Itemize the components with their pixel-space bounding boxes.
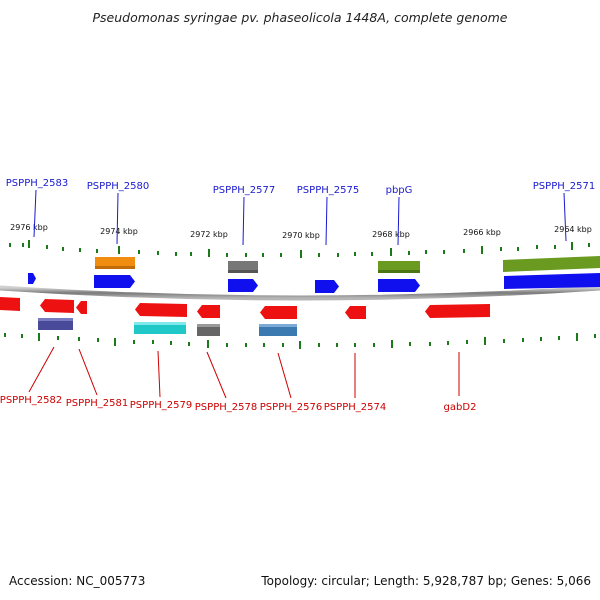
gene-arrow-forward — [28, 273, 36, 284]
top-gene-labels: PSPPH_2583 PSPPH_2580 PSPPH_2577 PSPPH_2… — [6, 178, 595, 246]
leader-line — [325, 196, 328, 246]
leader-line — [78, 348, 98, 396]
kbp-label-2968: 2968 kbp — [372, 230, 410, 239]
leader-line — [206, 351, 227, 399]
gene-arrow-reverse — [135, 303, 187, 317]
gene-label-pspph-2576[interactable]: PSPPH_2576 — [260, 402, 322, 413]
leader-line — [28, 346, 55, 393]
top-tick-row — [9, 240, 590, 258]
forward-strand-genes — [28, 273, 600, 293]
gene-arrow-reverse — [425, 304, 490, 318]
gene-label-pspph-2577[interactable]: PSPPH_2577 — [213, 185, 275, 196]
gene-arrow-forward — [228, 279, 258, 292]
kbp-label-2974: 2974 kbp — [100, 227, 138, 236]
leader-line — [563, 192, 567, 242]
gene-label-pspph-2580[interactable]: PSPPH_2580 — [87, 181, 149, 192]
gene-label-pspph-2581[interactable]: PSPPH_2581 — [66, 398, 128, 409]
leader-line — [397, 196, 400, 246]
reverse-category-boxes — [38, 318, 297, 336]
kbp-label-2970: 2970 kbp — [282, 231, 320, 240]
gene-label-pspph-2571[interactable]: PSPPH_2571 — [533, 181, 595, 192]
gene-label-pspph-2574[interactable]: PSPPH_2574 — [324, 402, 386, 413]
gene-label-gabd2[interactable]: gabD2 — [444, 402, 477, 413]
gene-arrow-reverse — [0, 297, 20, 311]
kbp-label-2976: 2976 kbp — [10, 223, 48, 232]
accession-text: Accession: NC_005773 — [9, 574, 146, 588]
leader-line — [277, 352, 292, 399]
gene-label-pspph-2579[interactable]: PSPPH_2579 — [130, 400, 192, 411]
leader-line — [116, 192, 119, 245]
gene-arrow-forward — [94, 275, 135, 288]
gene-label-pspph-2575[interactable]: PSPPH_2575 — [297, 185, 359, 196]
leader-line — [242, 196, 245, 246]
leader-line — [33, 189, 37, 238]
forward-category-boxes — [95, 256, 600, 273]
topology-text: Topology: circular; Length: 5,928,787 bp… — [261, 574, 591, 588]
gene-arrow-reverse — [260, 306, 297, 319]
top-minor-ticks-1 — [9, 243, 11, 247]
gene-arrow-reverse — [345, 306, 366, 319]
kbp-label-2964: 2964 kbp — [554, 225, 592, 234]
category-box-olive — [503, 256, 600, 272]
gene-arrow-forward — [315, 280, 339, 293]
gene-arrow-reverse — [40, 299, 74, 313]
genome-backbone — [0, 285, 600, 301]
gene-label-pspph-2583[interactable]: PSPPH_2583 — [6, 178, 68, 189]
leader-line — [157, 350, 161, 398]
bottom-tick-row — [4, 333, 596, 349]
gene-label-pspph-2582[interactable]: PSPPH_2582 — [0, 395, 62, 406]
gene-arrow-forward — [504, 273, 600, 289]
kbp-label-2972: 2972 kbp — [190, 230, 228, 239]
gene-label-pspph-2578[interactable]: PSPPH_2578 — [195, 402, 257, 413]
reverse-strand-genes — [0, 297, 490, 319]
map-title: Pseudomonas syringae pv. phaseolicola 14… — [92, 10, 508, 25]
gene-label-pbpg[interactable]: pbpG — [386, 185, 413, 196]
kbp-label-2966: 2966 kbp — [463, 228, 501, 237]
gene-arrow-forward — [378, 279, 420, 292]
gene-arrow-reverse — [197, 305, 220, 318]
bottom-gene-labels: PSPPH_2582 PSPPH_2581 PSPPH_2579 PSPPH_2… — [0, 346, 477, 413]
gene-arrow-reverse — [76, 301, 87, 314]
